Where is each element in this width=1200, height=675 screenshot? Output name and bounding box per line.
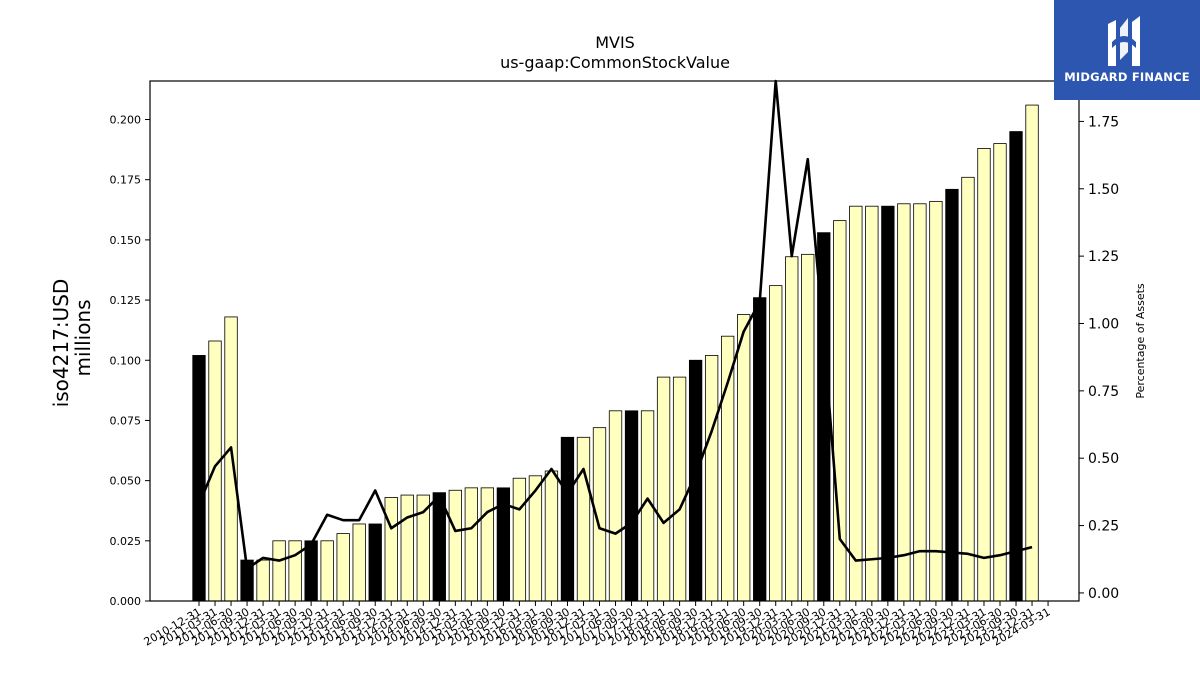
bar-4 xyxy=(256,559,270,602)
bar-24 xyxy=(576,436,591,602)
bar-30 xyxy=(672,376,687,602)
y-tick-label: 0.175 xyxy=(110,174,142,187)
bar-51 xyxy=(1009,131,1023,602)
bar-29 xyxy=(656,376,671,602)
bar-32 xyxy=(704,355,719,602)
bar-37 xyxy=(785,256,799,602)
bar-1 xyxy=(208,340,222,602)
bar-50 xyxy=(993,143,1007,602)
bar-17 xyxy=(464,487,478,602)
bar-8 xyxy=(320,540,334,602)
bar-47 xyxy=(945,188,959,602)
bar-31 xyxy=(688,359,703,602)
y-tick-label: 0.050 xyxy=(110,475,142,488)
y2-axis-label: Percentage of Assets xyxy=(1134,283,1147,399)
y-tick-label: 0.075 xyxy=(110,414,142,427)
bar-35 xyxy=(753,297,767,602)
bar-5 xyxy=(272,540,286,602)
chart-subtitle: us-gaap:CommonStockValue xyxy=(500,53,730,72)
bar-41 xyxy=(849,205,863,602)
bar-12 xyxy=(384,497,398,602)
bar-33 xyxy=(721,335,735,602)
bar-38 xyxy=(801,253,815,602)
y-tick-label: 0.000 xyxy=(110,595,142,608)
bar-26 xyxy=(608,410,623,602)
bar-52 xyxy=(1025,104,1039,602)
chart-title: MVIS xyxy=(595,33,635,52)
y-tick-label: 0.025 xyxy=(110,535,142,548)
bar-18 xyxy=(480,487,495,602)
bar-46 xyxy=(929,200,943,602)
bar-20 xyxy=(512,477,527,602)
plot-frame xyxy=(149,80,1080,602)
bar-2 xyxy=(224,316,238,602)
y-tick-label: 0.125 xyxy=(110,294,142,307)
bar-9 xyxy=(336,533,350,602)
y2-tick-label: 1.50 xyxy=(1088,182,1119,198)
bar-49 xyxy=(977,148,991,602)
bar-6 xyxy=(288,540,302,602)
axes-layer: 0.000 0.025 0.050 0.075 0.100 0.125 0.150 0.175… xyxy=(110,80,1119,649)
bar-42 xyxy=(865,205,879,602)
bar-48 xyxy=(961,176,975,602)
y2-tick-label: 0.25 xyxy=(1088,519,1119,535)
line-layer xyxy=(197,79,1033,570)
midgard-finance-logo: MIDGARD FINANCE xyxy=(1054,0,1200,100)
y2-tick-label: 1.75 xyxy=(1088,114,1119,130)
y2-tick-label: 0.50 xyxy=(1088,451,1119,467)
bar-7 xyxy=(304,540,318,602)
bar-15 xyxy=(432,492,446,602)
y2-tick-label: 1.25 xyxy=(1088,249,1119,265)
y-tick-label: 0.150 xyxy=(110,234,142,247)
bar-44 xyxy=(897,203,911,602)
y-tick-label: 0.100 xyxy=(110,354,142,367)
bar-27 xyxy=(624,410,639,602)
bar-11 xyxy=(368,523,382,602)
bar-16 xyxy=(448,489,462,602)
y-tick-label: 0.200 xyxy=(110,114,142,127)
y-axis-label: iso4217:USD xyxy=(49,279,73,408)
bar-22 xyxy=(544,470,559,602)
bar-10 xyxy=(352,523,366,602)
bar-34 xyxy=(737,314,751,602)
logo-text: MIDGARD FINANCE xyxy=(1064,70,1190,84)
bar-23 xyxy=(560,436,575,602)
y-axis-unit: millions xyxy=(71,299,95,376)
bar-0 xyxy=(192,355,206,602)
y2-tick-label: 0.00 xyxy=(1088,586,1119,602)
series-line xyxy=(197,79,1033,570)
bar-45 xyxy=(913,203,927,602)
bar-36 xyxy=(769,285,783,602)
y2-tick-label: 0.75 xyxy=(1088,384,1119,400)
midgard-logo-icon xyxy=(1108,16,1140,66)
bar-13 xyxy=(400,494,414,602)
bar-43 xyxy=(881,205,895,602)
y2-tick-label: 1.00 xyxy=(1088,316,1119,332)
